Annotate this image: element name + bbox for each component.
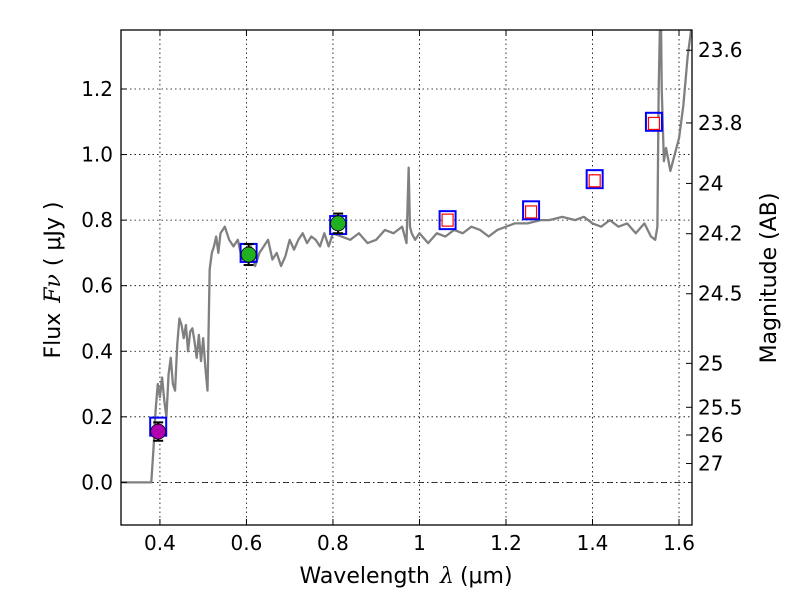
x-axis-label-text: Wavelength: [299, 564, 430, 589]
plot-area: [120, 29, 693, 526]
spectrum-series: [121, 30, 692, 484]
y-right-tick-label: 26: [698, 423, 723, 447]
upper-limit-square: [647, 116, 661, 131]
y-tick-label: 0.8: [81, 208, 113, 232]
y-right-tick-label: 24: [698, 171, 723, 195]
x-tick-label: 0.6: [231, 531, 263, 555]
observed-point: [240, 246, 257, 263]
x-tick-label: 1.2: [490, 531, 522, 555]
y-tick-label: 0.6: [81, 274, 113, 298]
y-right-tick-label: 23.8: [698, 111, 743, 135]
model-square: [585, 169, 604, 190]
x-axis-label-symbol: λ: [439, 564, 454, 589]
y-axis-label: Flux Fν ( μJy ): [41, 201, 66, 358]
y-right-tick-label: 25.5: [698, 395, 743, 419]
upper-limit-square: [441, 213, 454, 227]
y-axis-left: 0.0 0.2 0.4 0.6 0.8 1.0 1.2: [81, 77, 127, 494]
y-tick-label: 0.2: [81, 405, 113, 429]
photometry-points: [149, 111, 663, 442]
model-square: [644, 111, 663, 132]
x-tick-label: 1.4: [577, 531, 609, 555]
y-right-tick-label: 27: [698, 452, 723, 476]
y-axis-right-label: Magnitude (AB): [757, 193, 782, 364]
x-axis-label-unit: (μm): [460, 564, 513, 589]
y-right-tick-label: 25: [698, 351, 723, 375]
model-square: [438, 210, 457, 231]
y-tick-label: 0.4: [81, 339, 113, 363]
y-tick-label: 1.0: [81, 143, 113, 167]
y-right-tick-label: 24.2: [698, 222, 743, 246]
y-right-tick-label: 23.6: [698, 38, 743, 62]
upper-limit-square: [588, 174, 601, 188]
model-square: [522, 200, 541, 221]
x-tick-label: 0.4: [144, 531, 176, 555]
x-tick-label: 1.6: [663, 531, 695, 555]
upper-limit-square: [524, 205, 538, 219]
y-tick-label: 1.2: [81, 77, 113, 101]
y-tick-label: 0.0: [81, 470, 113, 494]
grid-lines: [121, 30, 692, 525]
x-axis: 0.4 0.6 0.8 1 1.2 1.4 1.6: [144, 30, 695, 555]
y-axis-label-unit: ( μJy ): [41, 201, 66, 266]
spectrum-line: [121, 30, 692, 484]
y-axis-label-symbol: Fν: [41, 274, 66, 304]
y-axis-label-text: Flux: [41, 313, 66, 359]
x-tick-label: 1: [413, 531, 426, 555]
observed-point: [330, 215, 347, 232]
observed-point: [150, 423, 167, 440]
x-tick-label: 0.8: [317, 531, 349, 555]
y-right-tick-label: 24.5: [698, 282, 743, 306]
x-axis-label: Wavelength λ (μm): [299, 564, 512, 589]
y-axis-right: 23.6 23.8 24 24.2 24.5 25 25.5 26 27: [686, 38, 743, 476]
